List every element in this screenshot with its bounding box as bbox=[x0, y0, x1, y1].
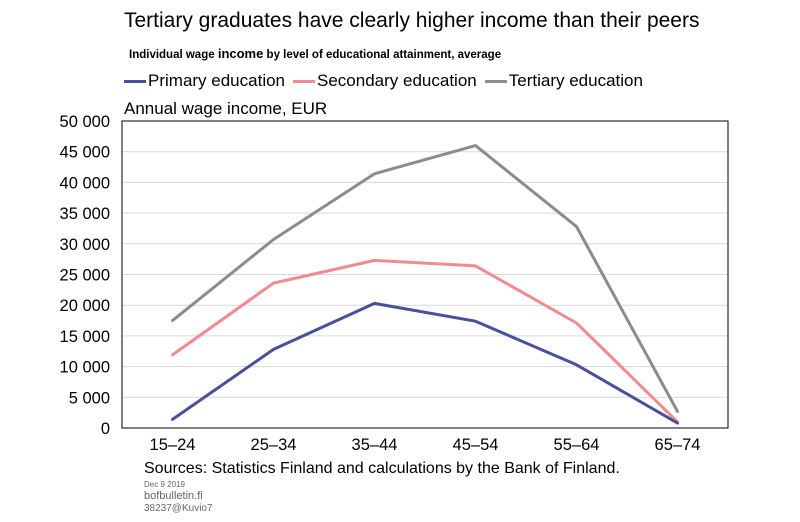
y-tick-label: 0 bbox=[101, 420, 110, 438]
publish-date: Dec 9 2019 bbox=[144, 480, 185, 489]
legend-item-tertiary: Tertiary education bbox=[484, 71, 643, 91]
legend-label-secondary: Secondary education bbox=[317, 71, 477, 90]
chart-legend: Primary education Secondary education Te… bbox=[124, 71, 651, 91]
chart-title: Tertiary graduates have clearly higher i… bbox=[124, 9, 700, 32]
legend-item-primary: Primary education bbox=[124, 71, 285, 91]
site-name: bofbulletin.fi bbox=[144, 490, 203, 502]
plot-frame bbox=[121, 120, 729, 429]
legend-swatch-primary bbox=[124, 79, 146, 83]
source-note: Sources: Statistics Finland and calculat… bbox=[144, 460, 620, 477]
legend-swatch-tertiary bbox=[484, 79, 507, 83]
y-axis-label: Annual wage income, EUR bbox=[124, 99, 328, 118]
x-tick-label: 65–74 bbox=[655, 436, 701, 454]
x-tick-label: 55–64 bbox=[554, 436, 600, 454]
subtitle-suffix: by level of educational attainment, aver… bbox=[263, 49, 502, 61]
x-tick-label: 25–34 bbox=[251, 436, 297, 454]
y-tick-label: 20 000 bbox=[60, 297, 110, 315]
x-tick-label: 35–44 bbox=[352, 436, 398, 454]
series-line-secondary-education bbox=[171, 258, 679, 424]
legend-swatch-secondary bbox=[293, 79, 316, 83]
y-tick-label: 45 000 bbox=[60, 144, 110, 162]
y-tick-label: 5 000 bbox=[69, 389, 110, 407]
legend-label-tertiary: Tertiary education bbox=[508, 71, 643, 90]
legend-item-secondary: Secondary education bbox=[293, 71, 477, 91]
series-line-primary-education bbox=[171, 301, 679, 425]
y-tick-label: 35 000 bbox=[60, 205, 110, 223]
y-tick-label: 30 000 bbox=[60, 236, 110, 254]
y-tick-label: 25 000 bbox=[60, 267, 110, 285]
figure-id: 38237@Kuvio7 bbox=[144, 503, 213, 514]
y-tick-label: 10 000 bbox=[60, 359, 110, 377]
y-tick-label: 15 000 bbox=[60, 328, 110, 346]
subtitle-prefix: Individual wage bbox=[129, 49, 218, 61]
series-line-tertiary-education bbox=[171, 144, 679, 413]
chart-subtitle: Individual wage income by level of educa… bbox=[129, 46, 501, 61]
x-tick-label: 45–54 bbox=[453, 436, 499, 454]
legend-label-primary: Primary education bbox=[148, 71, 286, 90]
y-tick-label: 40 000 bbox=[60, 174, 110, 192]
x-tick-label: 15–24 bbox=[150, 436, 196, 454]
y-tick-label: 50 000 bbox=[60, 113, 110, 131]
subtitle-emphasis: income bbox=[217, 46, 264, 61]
